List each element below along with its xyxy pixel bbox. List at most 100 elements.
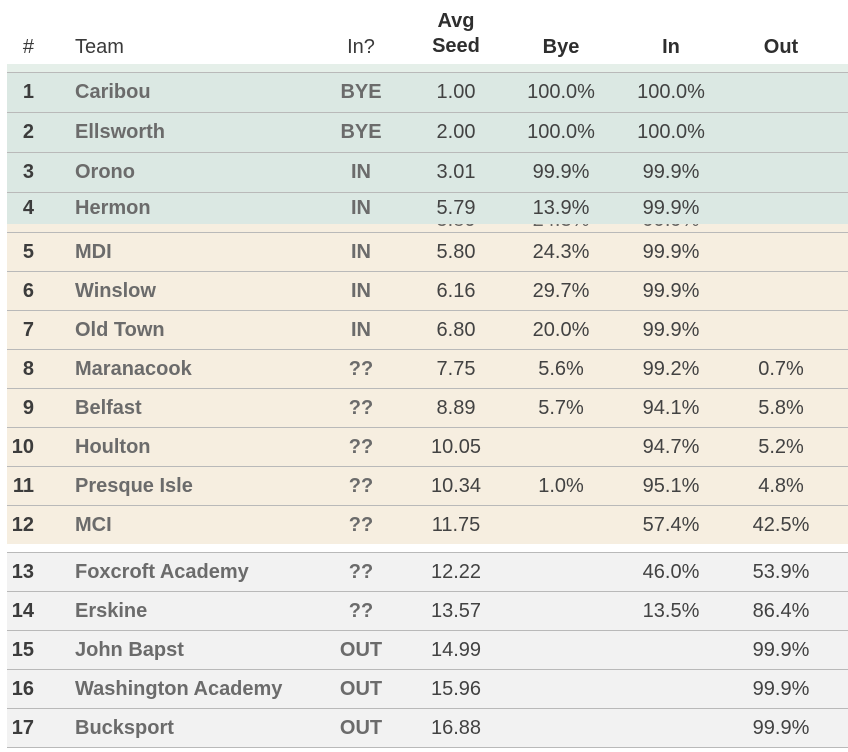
cell-in-status[interactable]: IN (351, 161, 371, 183)
cell-in-status[interactable]: ?? (348, 357, 374, 380)
cell-in-status[interactable]: OUT (339, 716, 383, 739)
cell-team[interactable]: John Bapst (75, 638, 184, 661)
cell-team[interactable]: Foxcroft Academy (75, 560, 249, 583)
table-row[interactable]: 4 Hermon IN 5.79 13.9% 99.9% (7, 192, 848, 224)
cell-team[interactable]: Maranacook (75, 357, 192, 380)
cell-in-pct[interactable]: 46.0% (642, 560, 700, 583)
cell-team[interactable]: Bucksport (75, 716, 174, 739)
cell-avg-seed[interactable]: 14.99 (430, 638, 482, 661)
cell-out-pct[interactable]: 99.9% (752, 638, 810, 661)
cell-in-pct[interactable]: 99.9% (642, 240, 700, 263)
cell-out-pct[interactable]: 4.8% (758, 474, 804, 497)
table-row[interactable]: 6 Winslow IN 6.16 29.7% 99.9% (7, 271, 848, 310)
cell-in-pct[interactable]: 99.2% (642, 357, 700, 380)
cell-in-pct[interactable]: 99.9% (642, 161, 700, 183)
cell-avg-seed[interactable]: 5.80 (436, 240, 476, 263)
cell-avg-seed[interactable]: 5.79 (436, 197, 476, 219)
table-row[interactable]: 7 Old Town IN 6.80 20.0% 99.9% (7, 310, 848, 349)
cell-avg-seed[interactable]: 6.80 (436, 318, 476, 341)
cell-team[interactable]: Erskine (75, 599, 148, 622)
cell-in-pct[interactable]: 95.1% (642, 474, 700, 497)
cell-in-pct[interactable]: 100.0% (637, 121, 705, 143)
cell-bye-pct[interactable]: 100.0% (527, 81, 595, 103)
cell-team[interactable]: Winslow (75, 279, 156, 302)
table-row[interactable]: 10 Houlton ?? 10.05 94.7% 5.2% (7, 427, 848, 466)
cell-team[interactable]: MCI (75, 513, 112, 536)
cell-team[interactable]: Presque Isle (75, 474, 193, 497)
cell-team[interactable]: MDI (75, 240, 112, 263)
cell-in-status[interactable]: IN (351, 279, 371, 302)
cell-in-pct[interactable]: 100.0% (637, 81, 705, 103)
cell-out-pct[interactable]: 42.5% (752, 513, 810, 536)
cell-in-status[interactable]: ?? (348, 513, 374, 536)
cell-out-pct[interactable]: 99.9% (752, 677, 810, 700)
cell-bye-pct[interactable]: 100.0% (527, 121, 595, 143)
table-row[interactable]: 5 MDI IN 5.80 24.3% 99.9% (7, 232, 848, 271)
cell-avg-seed[interactable]: 1.00 (436, 81, 476, 103)
cell-team[interactable]: Belfast (75, 396, 142, 419)
cell-in-status[interactable]: BYE (340, 81, 382, 103)
table-row[interactable]: 1 Caribou BYE 1.00 100.0% 100.0% (7, 72, 848, 112)
cell-team[interactable]: Caribou (75, 81, 151, 103)
cell-out-pct[interactable]: 53.9% (752, 560, 810, 583)
cell-team[interactable]: Ellsworth (75, 121, 166, 143)
table-row[interactable]: 15 John Bapst OUT 14.99 99.9% (7, 630, 848, 669)
cell-avg-seed[interactable]: 2.00 (436, 121, 476, 143)
cell-avg-seed[interactable]: 12.22 (430, 560, 482, 583)
cell-in-status[interactable]: ?? (348, 599, 374, 622)
cell-out-pct[interactable]: 99.9% (752, 716, 810, 739)
cell-bye-pct[interactable]: 20.0% (532, 318, 590, 341)
cell-team[interactable]: Washington Academy (75, 677, 283, 700)
cell-in-pct[interactable]: 94.1% (642, 396, 700, 419)
cell-avg-seed[interactable]: 3.01 (436, 161, 476, 183)
cell-avg-seed[interactable]: 10.05 (430, 435, 482, 458)
table-row[interactable]: 14 Erskine ?? 13.57 13.5% 86.4% (7, 591, 848, 630)
table-row[interactable]: 9 Belfast ?? 8.89 5.7% 94.1% 5.8% (7, 388, 848, 427)
table-row[interactable]: 2 Ellsworth BYE 2.00 100.0% 100.0% (7, 112, 848, 152)
cell-out-pct[interactable]: 5.8% (758, 396, 804, 419)
cell-in-status[interactable]: BYE (340, 121, 382, 143)
cell-in-pct[interactable]: 99.9% (642, 279, 700, 302)
cell-in-status[interactable]: ?? (348, 396, 374, 419)
column-header-in-status[interactable]: In? (347, 36, 375, 58)
cell-in-status[interactable]: IN (351, 197, 371, 219)
cell-avg-seed[interactable]: 13.57 (430, 599, 482, 622)
column-header-rank[interactable]: # (22, 36, 34, 58)
cell-in-status[interactable]: IN (351, 318, 371, 341)
cell-bye-pct[interactable]: 29.7% (532, 279, 590, 302)
table-row[interactable]: 8 Maranacook ?? 7.75 5.6% 99.2% 0.7% (7, 349, 848, 388)
table-row[interactable]: 11 Presque Isle ?? 10.34 1.0% 95.1% 4.8% (7, 466, 848, 505)
cell-out-pct[interactable]: 5.2% (758, 435, 804, 458)
cell-in-status[interactable]: ?? (348, 560, 374, 583)
cell-team[interactable]: Houlton (75, 435, 151, 458)
cell-avg-seed[interactable]: 11.75 (431, 513, 481, 536)
table-row[interactable]: 12 MCI ?? 11.75 57.4% 42.5% (7, 505, 848, 544)
cell-in-pct[interactable]: 99.9% (642, 318, 700, 341)
cell-in-pct[interactable]: 99.9% (642, 197, 700, 219)
cell-team[interactable]: Hermon (75, 197, 151, 219)
cell-bye-pct[interactable]: 1.0% (538, 474, 584, 497)
cell-in-status[interactable]: ?? (348, 435, 374, 458)
cell-in-pct[interactable]: 57.4% (642, 513, 700, 536)
cell-avg-seed[interactable]: 8.89 (436, 396, 476, 419)
cell-bye-pct[interactable]: 99.9% (532, 161, 590, 183)
cell-bye-pct[interactable]: 13.9% (532, 197, 590, 219)
table-row[interactable]: 3 Orono IN 3.01 99.9% 99.9% (7, 152, 848, 192)
cell-team[interactable]: Orono (75, 161, 135, 183)
column-header-bye[interactable]: Bye (542, 36, 580, 58)
cell-avg-seed[interactable]: 6.16 (436, 279, 476, 302)
cell-in-status[interactable]: IN (351, 240, 371, 263)
column-header-avg-seed[interactable]: Avg Seed (406, 9, 506, 59)
table-row[interactable]: 17 Bucksport OUT 16.88 99.9% (7, 708, 848, 748)
cell-out-pct[interactable]: 0.7% (758, 357, 804, 380)
column-header-in[interactable]: In (662, 36, 680, 58)
cell-in-status[interactable]: ?? (348, 474, 374, 497)
cell-team[interactable]: Old Town (75, 318, 165, 341)
cell-avg-seed[interactable]: 15.96 (430, 677, 482, 700)
cell-bye-pct[interactable]: 5.7% (538, 396, 584, 419)
cell-in-status[interactable]: OUT (339, 638, 383, 661)
cell-in-pct[interactable]: 94.7% (642, 435, 700, 458)
cell-in-pct[interactable]: 13.5% (642, 599, 700, 622)
column-header-out[interactable]: Out (763, 36, 799, 58)
cell-bye-pct[interactable]: 24.3% (532, 240, 590, 263)
